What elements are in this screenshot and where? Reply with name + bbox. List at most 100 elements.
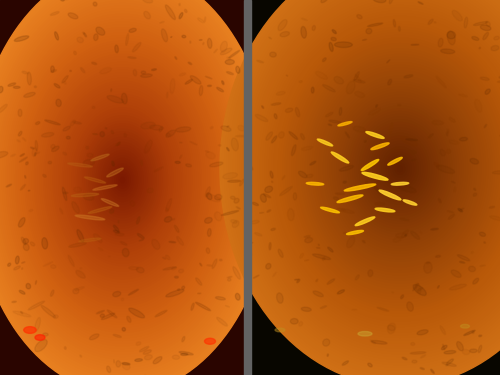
Ellipse shape: [56, 99, 62, 106]
Ellipse shape: [102, 151, 143, 209]
Ellipse shape: [42, 174, 46, 177]
Ellipse shape: [436, 165, 454, 173]
Ellipse shape: [63, 152, 66, 155]
Ellipse shape: [464, 330, 475, 336]
Ellipse shape: [278, 132, 284, 138]
Ellipse shape: [252, 202, 258, 206]
Ellipse shape: [438, 38, 443, 47]
Ellipse shape: [216, 317, 228, 326]
Ellipse shape: [428, 19, 433, 24]
Ellipse shape: [133, 69, 136, 76]
Ellipse shape: [70, 120, 76, 126]
Ellipse shape: [448, 31, 455, 45]
Ellipse shape: [232, 138, 238, 151]
Ellipse shape: [344, 101, 456, 237]
Ellipse shape: [0, 0, 254, 367]
Ellipse shape: [0, 0, 252, 364]
Ellipse shape: [405, 235, 406, 236]
Ellipse shape: [68, 255, 74, 266]
Ellipse shape: [111, 89, 112, 92]
Ellipse shape: [0, 0, 258, 372]
Ellipse shape: [232, 220, 239, 228]
Ellipse shape: [74, 51, 76, 55]
Ellipse shape: [272, 14, 500, 324]
Ellipse shape: [26, 284, 30, 289]
Ellipse shape: [289, 132, 298, 140]
Ellipse shape: [312, 26, 316, 30]
Ellipse shape: [484, 242, 486, 243]
Ellipse shape: [238, 0, 500, 364]
Ellipse shape: [368, 23, 382, 27]
Ellipse shape: [234, 0, 500, 370]
Ellipse shape: [459, 94, 467, 97]
Ellipse shape: [96, 27, 105, 35]
Ellipse shape: [368, 363, 372, 367]
Ellipse shape: [136, 217, 140, 224]
Ellipse shape: [398, 166, 402, 171]
Ellipse shape: [392, 148, 400, 152]
Ellipse shape: [246, 201, 252, 206]
Ellipse shape: [413, 285, 426, 296]
Ellipse shape: [8, 83, 16, 86]
Ellipse shape: [362, 39, 366, 40]
Ellipse shape: [17, 140, 20, 142]
Ellipse shape: [98, 145, 147, 215]
Ellipse shape: [74, 111, 171, 249]
Ellipse shape: [118, 220, 119, 223]
Ellipse shape: [327, 354, 328, 356]
Ellipse shape: [0, 0, 261, 375]
Ellipse shape: [48, 161, 51, 164]
Ellipse shape: [21, 36, 224, 324]
Ellipse shape: [113, 334, 121, 338]
Ellipse shape: [242, 0, 500, 359]
Ellipse shape: [84, 194, 94, 200]
Ellipse shape: [498, 81, 500, 82]
Ellipse shape: [0, 0, 263, 375]
Ellipse shape: [53, 81, 192, 279]
Ellipse shape: [286, 75, 288, 76]
Ellipse shape: [86, 146, 88, 149]
Ellipse shape: [0, 0, 272, 375]
Ellipse shape: [360, 120, 440, 218]
Ellipse shape: [107, 96, 124, 103]
Ellipse shape: [280, 186, 292, 196]
Ellipse shape: [42, 65, 203, 295]
Ellipse shape: [182, 336, 185, 342]
Ellipse shape: [206, 248, 210, 254]
Ellipse shape: [152, 239, 160, 249]
Ellipse shape: [288, 209, 294, 221]
Ellipse shape: [120, 177, 124, 183]
Ellipse shape: [446, 132, 448, 136]
Ellipse shape: [342, 98, 458, 240]
Ellipse shape: [62, 94, 182, 266]
Ellipse shape: [35, 339, 47, 352]
Ellipse shape: [306, 55, 494, 283]
Ellipse shape: [402, 357, 407, 360]
Ellipse shape: [93, 134, 98, 135]
Ellipse shape: [346, 132, 350, 138]
Ellipse shape: [270, 11, 500, 326]
Ellipse shape: [326, 79, 474, 258]
Ellipse shape: [50, 265, 56, 268]
Ellipse shape: [434, 22, 436, 23]
Ellipse shape: [59, 89, 186, 271]
Ellipse shape: [338, 290, 344, 294]
Ellipse shape: [396, 164, 404, 174]
Ellipse shape: [72, 193, 99, 197]
Ellipse shape: [70, 105, 175, 255]
Ellipse shape: [128, 57, 136, 58]
Ellipse shape: [64, 97, 180, 263]
Ellipse shape: [154, 167, 163, 172]
Ellipse shape: [166, 255, 170, 260]
Ellipse shape: [316, 72, 328, 79]
Ellipse shape: [138, 234, 144, 238]
Ellipse shape: [386, 152, 413, 185]
Ellipse shape: [116, 142, 120, 146]
Ellipse shape: [332, 152, 348, 163]
Ellipse shape: [436, 255, 440, 257]
Ellipse shape: [447, 32, 456, 39]
Ellipse shape: [22, 237, 26, 245]
Ellipse shape: [75, 215, 105, 220]
Ellipse shape: [110, 161, 136, 199]
Ellipse shape: [266, 132, 272, 140]
